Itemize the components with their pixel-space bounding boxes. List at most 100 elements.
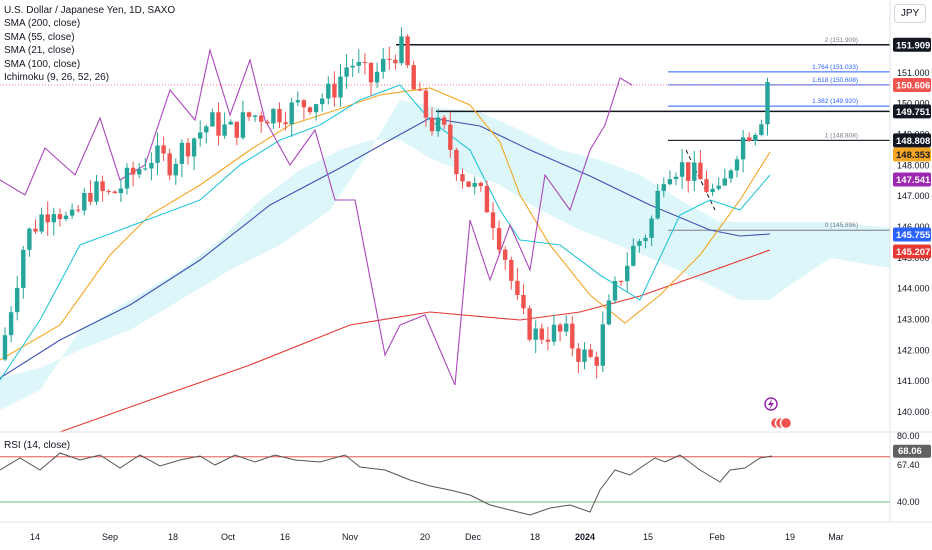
candle-up	[271, 107, 276, 130]
candle-body	[533, 328, 538, 340]
candle-body	[765, 82, 770, 125]
candle-up	[198, 120, 203, 147]
candle-body	[15, 287, 20, 313]
candle-body	[82, 192, 87, 211]
candle-body	[570, 323, 575, 349]
candle-up	[606, 294, 612, 326]
candle-body	[673, 176, 679, 180]
candle-body	[417, 89, 422, 91]
legend-sma21[interactable]: SMA (21, close)	[4, 45, 75, 57]
candle-down	[277, 102, 282, 129]
candle-up	[753, 132, 758, 146]
candle-down	[411, 60, 416, 90]
symbol-title[interactable]: U.S. Dollar / Japanese Yen, 1D, SAXO	[4, 5, 176, 16]
candle-up	[673, 172, 679, 186]
candle-body	[374, 71, 380, 83]
candle-down	[557, 322, 563, 342]
candle-body	[515, 280, 520, 295]
candle-body	[143, 168, 148, 170]
candle-body	[295, 100, 300, 103]
candle-down	[88, 180, 93, 206]
candle-up	[722, 168, 727, 186]
price-axis: 152.000151.000150.000149.000148.000147.0…	[893, 37, 931, 417]
candle-down	[686, 162, 691, 193]
price-tag-bg	[893, 244, 931, 259]
time-tick-label: 15	[643, 532, 653, 542]
rsi-legend[interactable]: RSI (14, close)	[4, 440, 71, 451]
candle-up	[155, 132, 160, 175]
candle-body	[277, 108, 282, 123]
candle-body	[582, 349, 587, 362]
price-tick-label: 144.000	[897, 284, 930, 294]
candle-up	[39, 207, 44, 235]
legend-sma200[interactable]: SMA (200, close)	[4, 18, 81, 30]
currency-button[interactable]: JPY	[894, 4, 926, 23]
price-tag-label: 148.353	[896, 150, 930, 161]
candle-up	[94, 174, 99, 206]
candle-body	[667, 179, 673, 185]
candle-body	[137, 169, 142, 175]
candle-body	[460, 174, 465, 182]
candle-up	[21, 245, 26, 299]
candle-up	[679, 148, 685, 189]
candle-down	[283, 111, 288, 131]
candle-body	[381, 58, 386, 72]
candle-body	[271, 108, 276, 124]
candle-body	[259, 115, 264, 122]
candle-body	[112, 191, 117, 194]
candle-down	[393, 54, 398, 70]
rsi-value-tag	[893, 444, 931, 458]
candle-body	[606, 300, 612, 325]
candle-body	[198, 132, 203, 139]
price-tick-label: 141.000	[897, 376, 930, 386]
time-tick-label: 16	[280, 532, 290, 542]
event-icons	[764, 397, 793, 430]
legend-sma55[interactable]: SMA (55, close)	[4, 31, 75, 43]
price-tag-label: 149.751	[896, 107, 931, 118]
sma55-line	[0, 87, 771, 361]
candle-body	[466, 181, 471, 187]
candle-body	[728, 170, 734, 179]
candle-up	[374, 62, 380, 88]
candle-up	[8, 306, 14, 343]
candle-body	[637, 241, 642, 246]
legend-sma100[interactable]: SMA (100, close)	[4, 58, 81, 70]
candle-up	[728, 168, 734, 183]
candle-body	[356, 62, 361, 66]
candle-body	[692, 162, 697, 181]
candle-up	[326, 76, 331, 105]
candle-down	[33, 219, 38, 234]
candle-body	[429, 117, 435, 132]
candle-body	[106, 191, 111, 193]
candle-body	[57, 214, 63, 220]
candle-body	[557, 324, 563, 332]
candle-body	[124, 167, 130, 189]
candle-down	[368, 61, 374, 97]
candle-body	[332, 83, 337, 98]
candle-down	[246, 111, 252, 121]
candle-up	[625, 252, 630, 293]
price-tag-bg	[893, 147, 931, 162]
candle-body	[234, 121, 239, 138]
candle-down	[185, 137, 191, 165]
candle-down	[57, 208, 63, 227]
candle-down	[387, 46, 392, 70]
rsi-value-label: 68.06	[898, 446, 922, 457]
candle-up	[582, 342, 587, 370]
candle-body	[313, 104, 319, 113]
time-tick-label: Sep	[102, 532, 118, 542]
candle-body	[435, 117, 441, 132]
candle-body	[368, 62, 374, 83]
candle-up	[655, 184, 660, 220]
candle-down	[515, 267, 520, 301]
price-tag-label: 148.808	[896, 136, 930, 147]
candle-down	[429, 107, 435, 136]
price-tag-bg	[893, 37, 931, 52]
candle-body	[210, 112, 215, 127]
candle-body	[283, 122, 288, 125]
price-tag-label: 151.909	[896, 40, 930, 51]
candle-body	[649, 218, 654, 238]
candle-body	[740, 137, 746, 160]
legend-ichimoku[interactable]: Ichimoku (9, 26, 52, 26)	[4, 72, 110, 84]
